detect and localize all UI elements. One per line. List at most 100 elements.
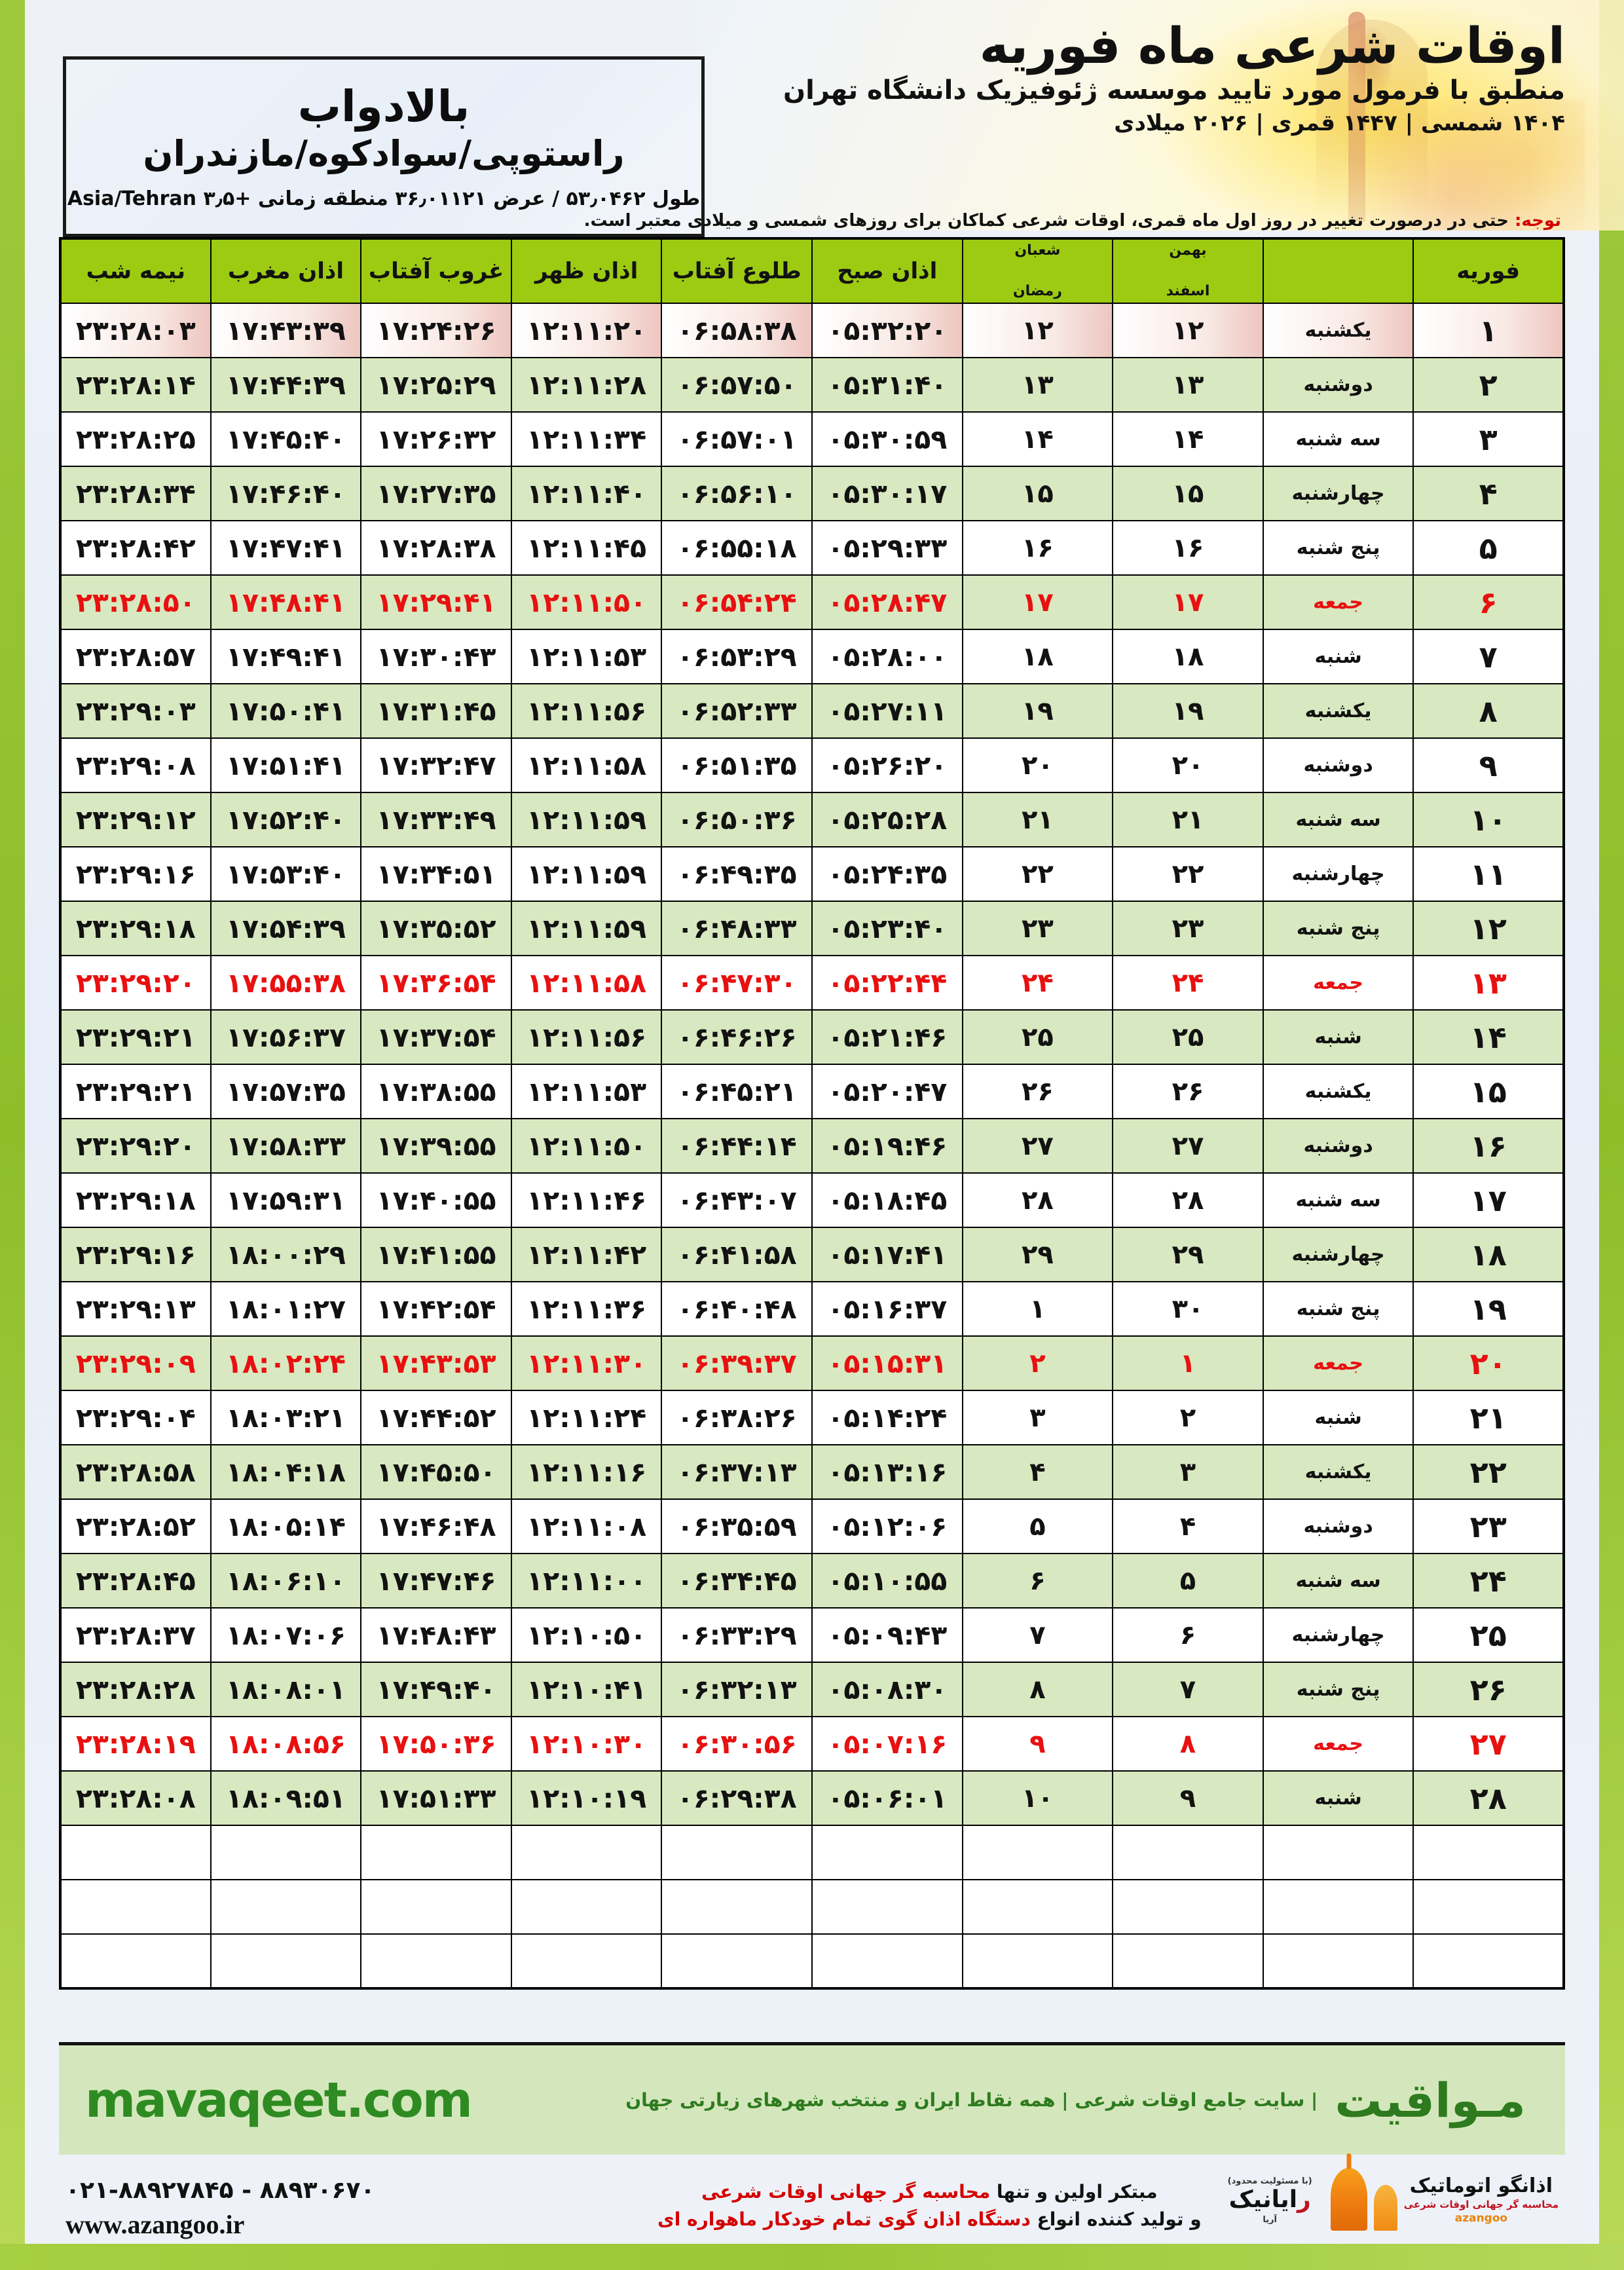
col-header-solar: بهمن اسفند	[1112, 238, 1264, 304]
cell-fajr: ۰۵:۱۳:۱۶	[811, 1444, 963, 1500]
cell-maghrib: ۱۸:۰۹:۵۱	[210, 1770, 362, 1826]
cell-lunar-date: ۲۲	[961, 846, 1114, 902]
cell-midnight: ۲۳:۲۸:۵۸	[60, 1444, 212, 1500]
cell-day: ۲۶	[1412, 1662, 1564, 1717]
cell-weekday: جمعه	[1262, 574, 1414, 630]
cell-lunar-date: ۹	[961, 1716, 1114, 1772]
cell-sunrise: ۰۶:۲۹:۳۸	[661, 1770, 813, 1826]
cell-day: ۱۷	[1412, 1172, 1564, 1228]
cell-fajr: ۰۵:۲۲:۴۴	[811, 955, 963, 1011]
col-header-fajr: اذان صبح	[811, 238, 963, 304]
cell-empty	[661, 1933, 813, 1989]
cell-sunrise: ۰۶:۳۸:۲۶	[661, 1390, 813, 1445]
cell-empty	[210, 1933, 362, 1989]
cell-sunset: ۱۷:۳۹:۵۵	[360, 1118, 512, 1174]
table-row-empty	[60, 1933, 1564, 1989]
cell-empty	[811, 1933, 963, 1989]
cell-dhuhr: ۱۲:۱۱:۳۴	[510, 411, 663, 467]
cell-solar-date: ۳۰	[1112, 1281, 1264, 1337]
cell-empty	[360, 1825, 512, 1880]
cell-day: ۲	[1412, 357, 1564, 413]
cell-midnight: ۲۳:۲۹:۰۴	[60, 1390, 212, 1445]
cell-weekday: شنبه	[1262, 1390, 1414, 1445]
footer-website[interactable]: www.azangoo.ir	[65, 2210, 245, 2239]
cell-midnight: ۲۳:۲۹:۲۰	[60, 955, 212, 1011]
table-row: ۲۷ جمعه ۸ ۹ ۰۵:۰۷:۱۶ ۰۶:۳۰:۵۶ ۱۲:۱۰:۳۰ ۱۷:۵۰:۳۶…	[60, 1716, 1564, 1772]
cell-solar-date: ۲۲	[1112, 846, 1264, 902]
cell-solar-date: ۸	[1112, 1716, 1264, 1772]
cell-empty	[210, 1879, 362, 1935]
cell-sunset: ۱۷:۲۸:۳۸	[360, 520, 512, 576]
cell-empty	[1262, 1933, 1414, 1989]
cell-dhuhr: ۱۲:۱۱:۱۶	[510, 1444, 663, 1500]
table-row: ۶ جمعه ۱۷ ۱۷ ۰۵:۲۸:۴۷ ۰۶:۵۴:۲۴ ۱۲:۱۱:۵۰ ۱۷:۲۹:۴…	[60, 574, 1564, 630]
cell-sunrise: ۰۶:۳۴:۴۵	[661, 1553, 813, 1609]
cell-day: ۷	[1412, 629, 1564, 684]
cell-day: ۱۰	[1412, 792, 1564, 847]
brand-website-link[interactable]: mavaqeet.com	[85, 2072, 473, 2129]
cell-sunset: ۱۷:۵۰:۳۶	[360, 1716, 512, 1772]
cell-fajr: ۰۵:۰۹:۴۳	[811, 1607, 963, 1663]
cell-sunset: ۱۷:۲۷:۳۵	[360, 466, 512, 521]
cell-dhuhr: ۱۲:۱۱:۴۶	[510, 1172, 663, 1228]
table-row: ۳ سه شنبه ۱۴ ۱۴ ۰۵:۳۰:۵۹ ۰۶:۵۷:۰۱ ۱۲:۱۱:۳۴ ۱۷:۲…	[60, 411, 1564, 467]
cell-lunar-date: ۴	[961, 1444, 1114, 1500]
table-row: ۱۷ سه شنبه ۲۸ ۲۸ ۰۵:۱۸:۴۵ ۰۶:۴۳:۰۷ ۱۲:۱۱:۴۶ ۱۷:…	[60, 1172, 1564, 1228]
cell-day: ۵	[1412, 520, 1564, 576]
cell-weekday: دوشنبه	[1262, 737, 1414, 793]
cell-day: ۱۸	[1412, 1227, 1564, 1282]
page-header: اوقات شرعی ماه فوریه منطبق با فرمول مورد…	[0, 0, 1624, 237]
cell-sunset: ۱۷:۵۱:۳۳	[360, 1770, 512, 1826]
table-row: ۲ دوشنبه ۱۳ ۱۳ ۰۵:۳۱:۴۰ ۰۶:۵۷:۵۰ ۱۲:۱۱:۲۸ ۱۷:۲۵…	[60, 357, 1564, 413]
cell-solar-date: ۴	[1112, 1498, 1264, 1554]
cell-solar-date: ۱۵	[1112, 466, 1264, 521]
cell-fajr: ۰۵:۳۰:۵۹	[811, 411, 963, 467]
cell-sunrise: ۰۶:۳۲:۱۳	[661, 1662, 813, 1717]
cell-sunrise: ۰۶:۵۵:۱۸	[661, 520, 813, 576]
page-title: اوقات شرعی ماه فوریه	[979, 16, 1565, 75]
cell-lunar-date: ۳	[961, 1390, 1114, 1445]
cell-midnight: ۲۳:۲۸:۴۲	[60, 520, 212, 576]
table-row: ۱۲ پنج شنبه ۲۳ ۲۳ ۰۵:۲۳:۴۰ ۰۶:۴۸:۳۳ ۱۲:۱۱:۵۹ ۱۷…	[60, 901, 1564, 956]
cell-midnight: ۲۳:۲۸:۵۰	[60, 574, 212, 630]
col-header-midnight: نیمه شب	[60, 238, 212, 304]
table-row: ۴ چهارشنبه ۱۵ ۱۵ ۰۵:۳۰:۱۷ ۰۶:۵۶:۱۰ ۱۲:۱۱:۴۰ ۱۷:…	[60, 466, 1564, 521]
cell-solar-date: ۲۱	[1112, 792, 1264, 847]
cell-sunrise: ۰۶:۵۶:۱۰	[661, 466, 813, 521]
cell-sunset: ۱۷:۳۴:۵۱	[360, 846, 512, 902]
table-row: ۷ شنبه ۱۸ ۱۸ ۰۵:۲۸:۰۰ ۰۶:۵۳:۲۹ ۱۲:۱۱:۵۳ ۱۷:۳۰:۴…	[60, 629, 1564, 684]
cell-lunar-date: ۲۱	[961, 792, 1114, 847]
cell-solar-date: ۵	[1112, 1553, 1264, 1609]
cell-dhuhr: ۱۲:۱۱:۵۹	[510, 901, 663, 956]
cell-lunar-date: ۵	[961, 1498, 1114, 1554]
cell-weekday: یکشنبه	[1262, 683, 1414, 739]
cell-dhuhr: ۱۲:۱۱:۵۸	[510, 737, 663, 793]
cell-maghrib: ۱۷:۴۷:۴۱	[210, 520, 362, 576]
cell-weekday: چهارشنبه	[1262, 846, 1414, 902]
cell-empty	[1262, 1879, 1414, 1935]
cell-midnight: ۲۳:۲۸:۲۸	[60, 1662, 212, 1717]
cell-maghrib: ۱۸:۰۰:۲۹	[210, 1227, 362, 1282]
cell-weekday: سه شنبه	[1262, 411, 1414, 467]
cell-day: ۴	[1412, 466, 1564, 521]
cell-weekday: پنج شنبه	[1262, 901, 1414, 956]
cell-sunset: ۱۷:۴۴:۵۲	[360, 1390, 512, 1445]
cell-sunrise: ۰۶:۳۷:۱۳	[661, 1444, 813, 1500]
cell-maghrib: ۱۷:۴۴:۳۹	[210, 357, 362, 413]
cell-dhuhr: ۱۲:۱۱:۰۰	[510, 1553, 663, 1609]
cell-day: ۱۶	[1412, 1118, 1564, 1174]
cell-weekday: سه شنبه	[1262, 792, 1414, 847]
cell-fajr: ۰۵:۱۲:۰۶	[811, 1498, 963, 1554]
cell-lunar-date: ۱۶	[961, 520, 1114, 576]
cell-solar-date: ۱۳	[1112, 357, 1264, 413]
cell-lunar-date: ۶	[961, 1553, 1114, 1609]
table-header: فوریه بهمن اسفند شعبان رمضان اذان صبح طل…	[60, 238, 1564, 304]
cell-day: ۲۴	[1412, 1553, 1564, 1609]
cell-maghrib: ۱۷:۵۳:۴۰	[210, 846, 362, 902]
table-row: ۵ پنج شنبه ۱۶ ۱۶ ۰۵:۲۹:۳۳ ۰۶:۵۵:۱۸ ۱۲:۱۱:۴۵ ۱۷:…	[60, 520, 1564, 576]
cell-day: ۲۱	[1412, 1390, 1564, 1445]
cell-lunar-date: ۱۰	[961, 1770, 1114, 1826]
col-header-lunar: شعبان رمضان	[961, 238, 1114, 304]
cell-dhuhr: ۱۲:۱۱:۲۴	[510, 1390, 663, 1445]
prayer-times-table-wrap: فوریه بهمن اسفند شعبان رمضان اذان صبح طل…	[59, 237, 1565, 1990]
